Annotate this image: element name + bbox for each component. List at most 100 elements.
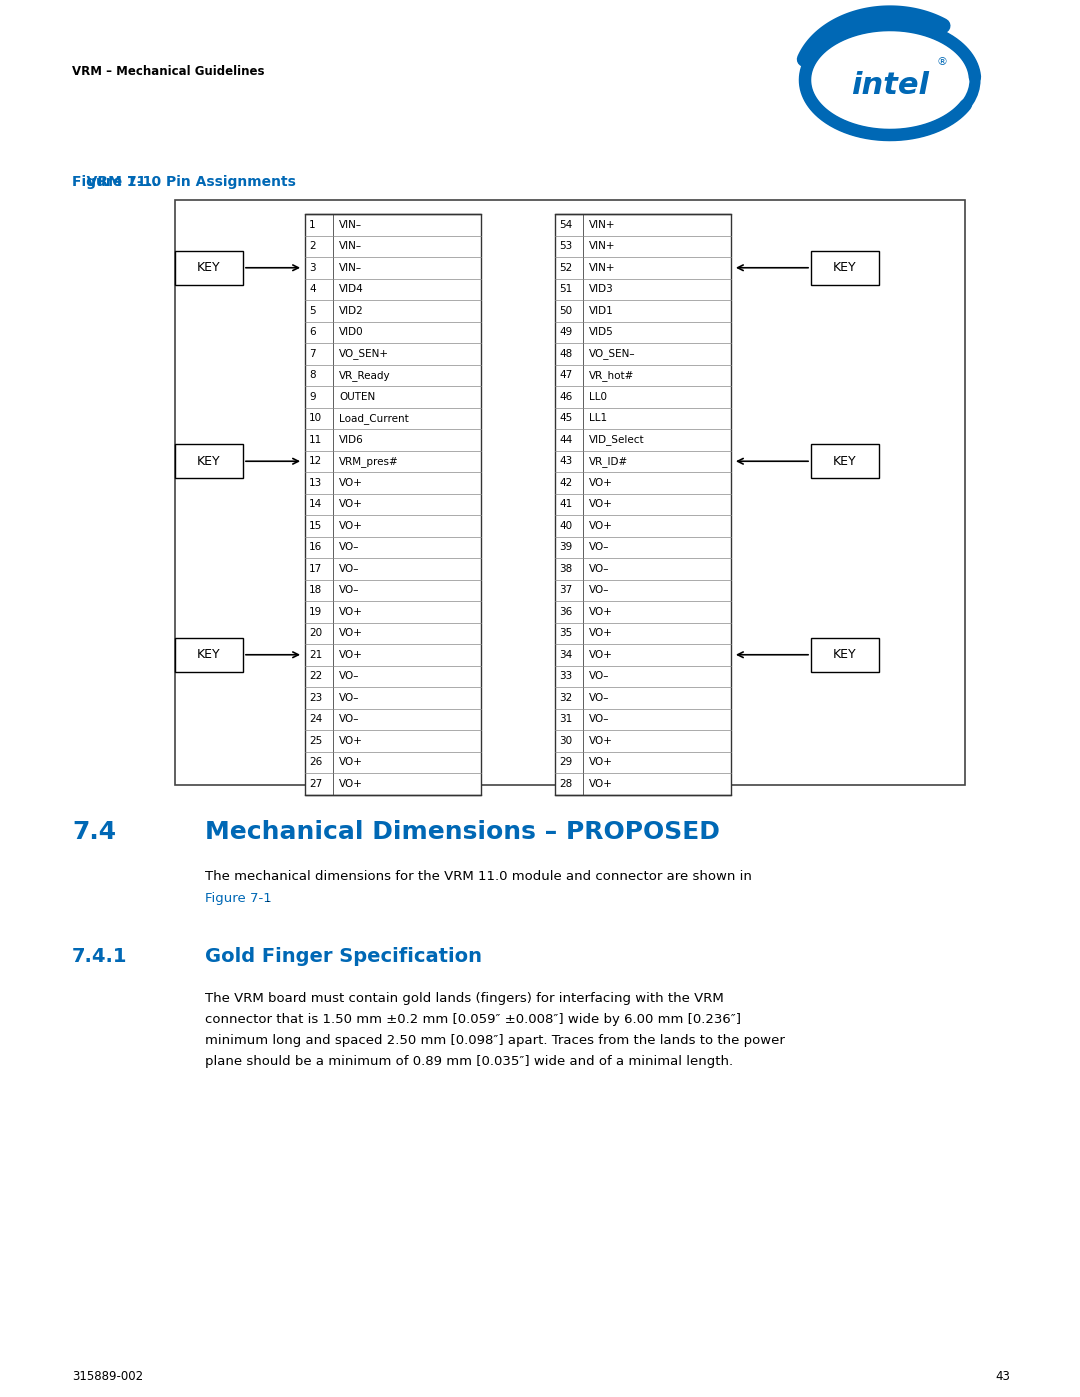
Text: connector that is 1.50 mm ±0.2 mm [0.059″ ±0.008″] wide by 6.00 mm [0.236″]: connector that is 1.50 mm ±0.2 mm [0.059… (205, 1013, 741, 1025)
Text: KEY: KEY (198, 261, 220, 274)
Text: VIN–: VIN– (339, 242, 362, 251)
Text: VO+: VO+ (339, 521, 363, 531)
Text: 31: 31 (559, 714, 572, 724)
Text: KEY: KEY (833, 648, 856, 661)
Text: The VRM board must contain gold lands (fingers) for interfacing with the VRM: The VRM board must contain gold lands (f… (205, 992, 724, 1004)
Text: VR_hot#: VR_hot# (589, 370, 634, 381)
Text: Mechanical Dimensions – PROPOSED: Mechanical Dimensions – PROPOSED (205, 820, 720, 844)
Text: VRM_pres#: VRM_pres# (339, 455, 399, 467)
Text: 36: 36 (559, 606, 572, 616)
Text: VID6: VID6 (339, 434, 364, 444)
Text: VO+: VO+ (589, 757, 612, 767)
Text: VO–: VO– (339, 714, 360, 724)
Text: 22: 22 (309, 671, 322, 682)
Text: 10: 10 (309, 414, 322, 423)
Text: 38: 38 (559, 564, 572, 574)
Text: 1: 1 (309, 219, 315, 229)
Text: 29: 29 (559, 757, 572, 767)
Text: VR_ID#: VR_ID# (589, 455, 629, 467)
Text: ®: ® (936, 57, 947, 67)
Text: KEY: KEY (198, 455, 220, 468)
Text: VO+: VO+ (589, 478, 612, 488)
Text: 35: 35 (559, 629, 572, 638)
Text: 21: 21 (309, 650, 322, 659)
Text: 13: 13 (309, 478, 322, 488)
Text: 45: 45 (559, 414, 572, 423)
Text: 44: 44 (559, 434, 572, 444)
Text: VIN+: VIN+ (589, 263, 616, 272)
Text: .: . (266, 893, 270, 905)
Text: 15: 15 (309, 521, 322, 531)
Text: 51: 51 (559, 284, 572, 295)
Text: 16: 16 (309, 542, 322, 552)
Text: VO+: VO+ (339, 757, 363, 767)
Text: 7: 7 (309, 349, 315, 359)
Bar (175, 200, 966, 785)
Text: VID4: VID4 (339, 284, 364, 295)
Text: VO–: VO– (589, 542, 609, 552)
Text: 42: 42 (559, 478, 572, 488)
Text: VO+: VO+ (589, 606, 612, 616)
Text: 23: 23 (309, 693, 322, 703)
Bar (555, 214, 731, 795)
Text: plane should be a minimum of 0.89 mm [0.035″] wide and of a minimal length.: plane should be a minimum of 0.89 mm [0.… (205, 1055, 733, 1067)
Bar (305, 214, 481, 795)
Text: VID3: VID3 (589, 284, 613, 295)
Text: 3: 3 (309, 263, 315, 272)
Text: VO–: VO– (339, 585, 360, 595)
Text: VO–: VO– (339, 542, 360, 552)
Bar (175, 638, 243, 672)
Text: 30: 30 (559, 736, 572, 746)
Text: VO+: VO+ (589, 521, 612, 531)
Text: VO_SEN+: VO_SEN+ (339, 348, 389, 359)
Text: 24: 24 (309, 714, 322, 724)
Text: 34: 34 (559, 650, 572, 659)
Text: VR_Ready: VR_Ready (339, 370, 391, 381)
Text: 53: 53 (559, 242, 572, 251)
Text: 32: 32 (559, 693, 572, 703)
Text: VO–: VO– (589, 564, 609, 574)
Text: VO–: VO– (589, 714, 609, 724)
Text: VO–: VO– (589, 585, 609, 595)
Text: LL0: LL0 (589, 391, 607, 402)
Text: Figure 7-1.: Figure 7-1. (72, 175, 158, 189)
Text: 17: 17 (309, 564, 322, 574)
Text: VO+: VO+ (339, 778, 363, 789)
Text: VO+: VO+ (589, 778, 612, 789)
Text: 7.4.1: 7.4.1 (72, 947, 127, 965)
Text: VO–: VO– (339, 693, 360, 703)
Text: VO+: VO+ (339, 650, 363, 659)
Text: VIN–: VIN– (339, 263, 362, 272)
Text: 39: 39 (559, 542, 572, 552)
Text: VO+: VO+ (339, 606, 363, 616)
Text: KEY: KEY (833, 455, 856, 468)
Text: 52: 52 (559, 263, 572, 272)
Text: 43: 43 (559, 457, 572, 467)
Text: 14: 14 (309, 499, 322, 510)
Text: 9: 9 (309, 391, 315, 402)
Text: 47: 47 (559, 370, 572, 380)
Text: 41: 41 (559, 499, 572, 510)
Text: Figure 7-1: Figure 7-1 (205, 893, 272, 905)
Text: 315889-002: 315889-002 (72, 1370, 144, 1383)
Text: VO+: VO+ (339, 629, 363, 638)
Text: 7.4: 7.4 (72, 820, 117, 844)
Text: intel: intel (851, 70, 929, 99)
Text: 25: 25 (309, 736, 322, 746)
Text: VID_Select: VID_Select (589, 434, 645, 446)
Text: VO–: VO– (339, 671, 360, 682)
Text: 54: 54 (559, 219, 572, 229)
Text: 2: 2 (309, 242, 315, 251)
Text: Load_Current: Load_Current (339, 412, 408, 423)
Text: 11: 11 (309, 434, 322, 444)
Text: The mechanical dimensions for the VRM 11.0 module and connector are shown in: The mechanical dimensions for the VRM 11… (205, 870, 752, 883)
Text: 50: 50 (559, 306, 572, 316)
Text: VO+: VO+ (339, 736, 363, 746)
Text: VIN–: VIN– (339, 219, 362, 229)
Text: VID0: VID0 (339, 327, 364, 337)
Text: 46: 46 (559, 391, 572, 402)
Text: 20: 20 (309, 629, 322, 638)
Text: 6: 6 (309, 327, 315, 337)
Text: VRM – Mechanical Guidelines: VRM – Mechanical Guidelines (72, 66, 265, 78)
Text: 28: 28 (559, 778, 572, 789)
